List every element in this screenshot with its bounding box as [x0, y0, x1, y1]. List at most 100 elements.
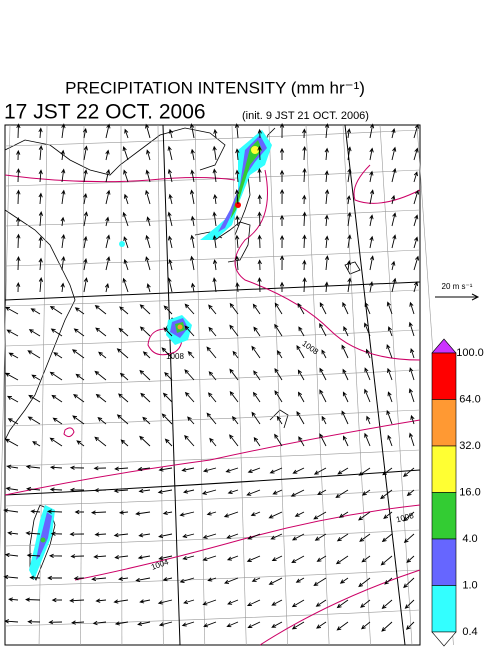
wind-arrow: [26, 486, 41, 492]
wind-arrow: [105, 216, 110, 227]
wind-arrow: [98, 351, 107, 359]
wind-arrow: [157, 599, 173, 605]
wind-arrow: [369, 147, 374, 161]
wind-arrow: [38, 145, 44, 161]
wind-arrow: [140, 392, 151, 403]
wind-arrow: [404, 599, 415, 609]
wind-arrow: [271, 599, 283, 606]
wind-arrow: [313, 577, 327, 586]
wind-arrow: [369, 214, 374, 227]
wind-arrow: [342, 435, 349, 447]
wind-arrow: [190, 255, 195, 271]
wind-arrow: [324, 189, 330, 205]
wind-arrow: [313, 511, 327, 520]
wind-arrow: [297, 391, 305, 403]
wind-arrow: [94, 532, 107, 537]
wind-arrow: [202, 555, 217, 562]
wind-arrow: [297, 369, 305, 381]
wind-arrow: [208, 326, 217, 337]
wind-arrow: [72, 415, 85, 425]
wind-arrow: [47, 575, 62, 581]
wind-arrow: [408, 432, 415, 447]
wind-arrow: [406, 555, 415, 563]
wind-arrow: [28, 394, 41, 403]
wind-arrow: [336, 621, 349, 631]
wind-arrow: [257, 259, 262, 271]
wind-arrow: [94, 488, 107, 493]
wind-arrow: [118, 510, 129, 515]
wind-arrow: [189, 123, 195, 139]
wind-arrow: [91, 576, 107, 582]
wind-arrow: [60, 216, 65, 227]
wind-arrow: [8, 352, 19, 359]
wind-arrow: [183, 599, 195, 605]
wind-arrow: [114, 466, 129, 471]
wind-arrow: [120, 439, 129, 447]
wind-arrow: [302, 145, 307, 161]
wind-arrow: [316, 621, 327, 629]
wind-arrow: [190, 234, 195, 249]
wind-arrow: [321, 415, 327, 425]
wind-arrow: [229, 302, 239, 315]
wind-arrow: [317, 489, 327, 496]
wind-arrow: [213, 193, 218, 205]
wind-arrow: [146, 283, 151, 293]
wind-arrow: [358, 577, 371, 588]
wind-arrow: [360, 599, 371, 608]
coast: [214, 221, 251, 263]
wind-arrow: [270, 533, 283, 540]
wind-arrow: [413, 214, 419, 227]
wind-arrow: [364, 432, 371, 447]
wind-arrow: [71, 349, 85, 359]
wind-arrow: [184, 303, 195, 315]
wind-arrow: [315, 599, 327, 607]
wind-arrow: [358, 511, 371, 521]
wind-arrow: [268, 577, 283, 585]
wind-arrow: [361, 555, 371, 563]
wind-arrow: [113, 488, 129, 494]
wind-arrow: [145, 169, 151, 183]
wind-arrow: [28, 329, 41, 337]
wind-arrow: [69, 598, 85, 603]
wind-arrow: [139, 435, 151, 447]
wind-arrow: [16, 149, 21, 161]
wind-arrow: [95, 598, 107, 603]
wind-arrow: [247, 533, 261, 540]
wind-arrow: [48, 553, 63, 559]
wind-arrow: [347, 277, 352, 293]
colorbar-label: 100.0: [456, 347, 484, 359]
wind-arrow: [403, 511, 415, 522]
wind-arrow: [391, 167, 397, 183]
wind-arrow: [4, 552, 19, 558]
wind-arrow: [16, 189, 21, 205]
wind-arrow: [272, 489, 283, 495]
wind-arrow: [413, 171, 418, 183]
wind-arrow: [409, 367, 415, 381]
wind-arrow: [201, 489, 217, 495]
wind-arrow: [137, 466, 151, 472]
wind-arrow: [76, 440, 85, 447]
wind-arrow: [49, 437, 63, 447]
wind-arrow: [6, 464, 19, 469]
wind-arrow: [319, 302, 327, 315]
wind-arrow: [105, 189, 111, 205]
wind-arrow: [212, 168, 217, 183]
wind-arrow: [27, 416, 41, 425]
wind-arrow: [122, 277, 129, 293]
coast: [269, 409, 289, 429]
wind-arrow: [234, 189, 240, 205]
wind-arrow: [30, 308, 41, 315]
graticule-line: [120, 124, 123, 646]
wind-arrow: [234, 255, 240, 271]
wind-arrow: [146, 149, 151, 161]
wind-arrow: [6, 329, 19, 337]
wind-arrow: [95, 327, 107, 337]
wind-arrow: [123, 258, 129, 271]
wind-arrow: [279, 214, 285, 226]
wind-arrow: [386, 344, 393, 359]
wind-arrow: [49, 371, 63, 381]
wind-arrow: [413, 189, 420, 205]
rain-area: [36, 512, 52, 560]
colorbar-label: 64.0: [459, 393, 480, 405]
wind-arrow: [342, 391, 349, 403]
